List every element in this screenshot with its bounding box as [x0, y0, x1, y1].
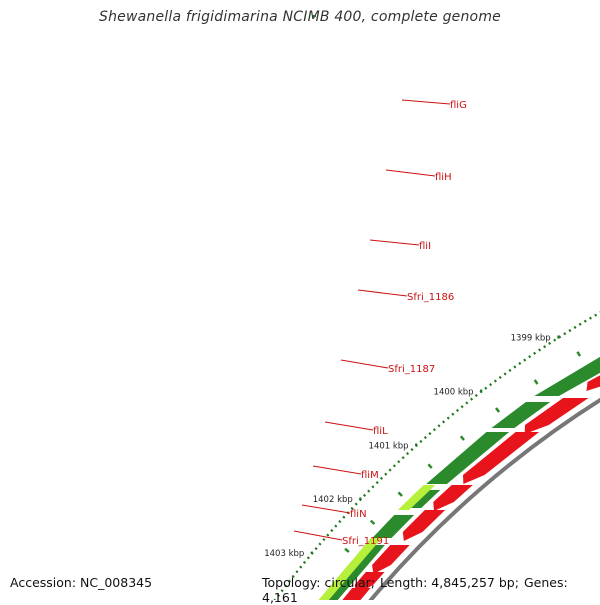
ruler-tick: [311, 552, 312, 554]
gene-label: fliG: [450, 100, 467, 111]
gene-label-leader: [386, 170, 435, 176]
gene-label-leader: [294, 531, 342, 540]
gene-label: fliL: [373, 426, 388, 437]
gene-label-leader: [358, 290, 407, 296]
feature-tick: [371, 521, 375, 524]
accession-label: Accession: NC_008345: [10, 575, 152, 590]
gene-label: fliN: [350, 509, 367, 520]
genome-stats: Topology: circular; Length: 4,845,257 bp;…: [262, 575, 600, 605]
gene-label: Sfri_1191: [342, 536, 389, 547]
length-label: Length: 4,845,257 bp;: [380, 575, 519, 590]
gene-label: Sfri_1186: [407, 292, 454, 303]
gene-label-leader: [313, 466, 361, 474]
feature-tick: [461, 436, 464, 440]
gene-label: fliM: [361, 470, 379, 481]
feature-tick: [535, 380, 538, 384]
topology-label: Topology: circular;: [262, 575, 375, 590]
feature-tick: [577, 352, 580, 356]
ruler-tick-label: 1402 kbp: [313, 495, 353, 505]
feature-tick: [496, 408, 499, 412]
ruler-tick-label: 1403 kbp: [264, 549, 304, 559]
ruler-tick-label: 1401 kbp: [369, 441, 409, 451]
feature-tick: [428, 464, 431, 468]
gene-label-leader: [325, 422, 373, 430]
feature-tick: [399, 492, 403, 496]
gene-label-leader: [370, 240, 419, 245]
feature-tick: [345, 549, 349, 552]
ruler-tick: [360, 498, 361, 501]
gene-label: Sfri_1187: [388, 364, 435, 375]
ruler-tick-label: 1400 kbp: [434, 387, 474, 397]
ruler-tick-label: 1399 kbp: [511, 334, 551, 344]
forward-cds: [433, 485, 473, 511]
gene-label-leader: [302, 505, 350, 513]
gene-label: fliH: [435, 172, 452, 183]
gene-label-leader: [341, 360, 388, 368]
gene-label: fliI: [419, 241, 431, 252]
gene-label-leader: [402, 100, 450, 104]
